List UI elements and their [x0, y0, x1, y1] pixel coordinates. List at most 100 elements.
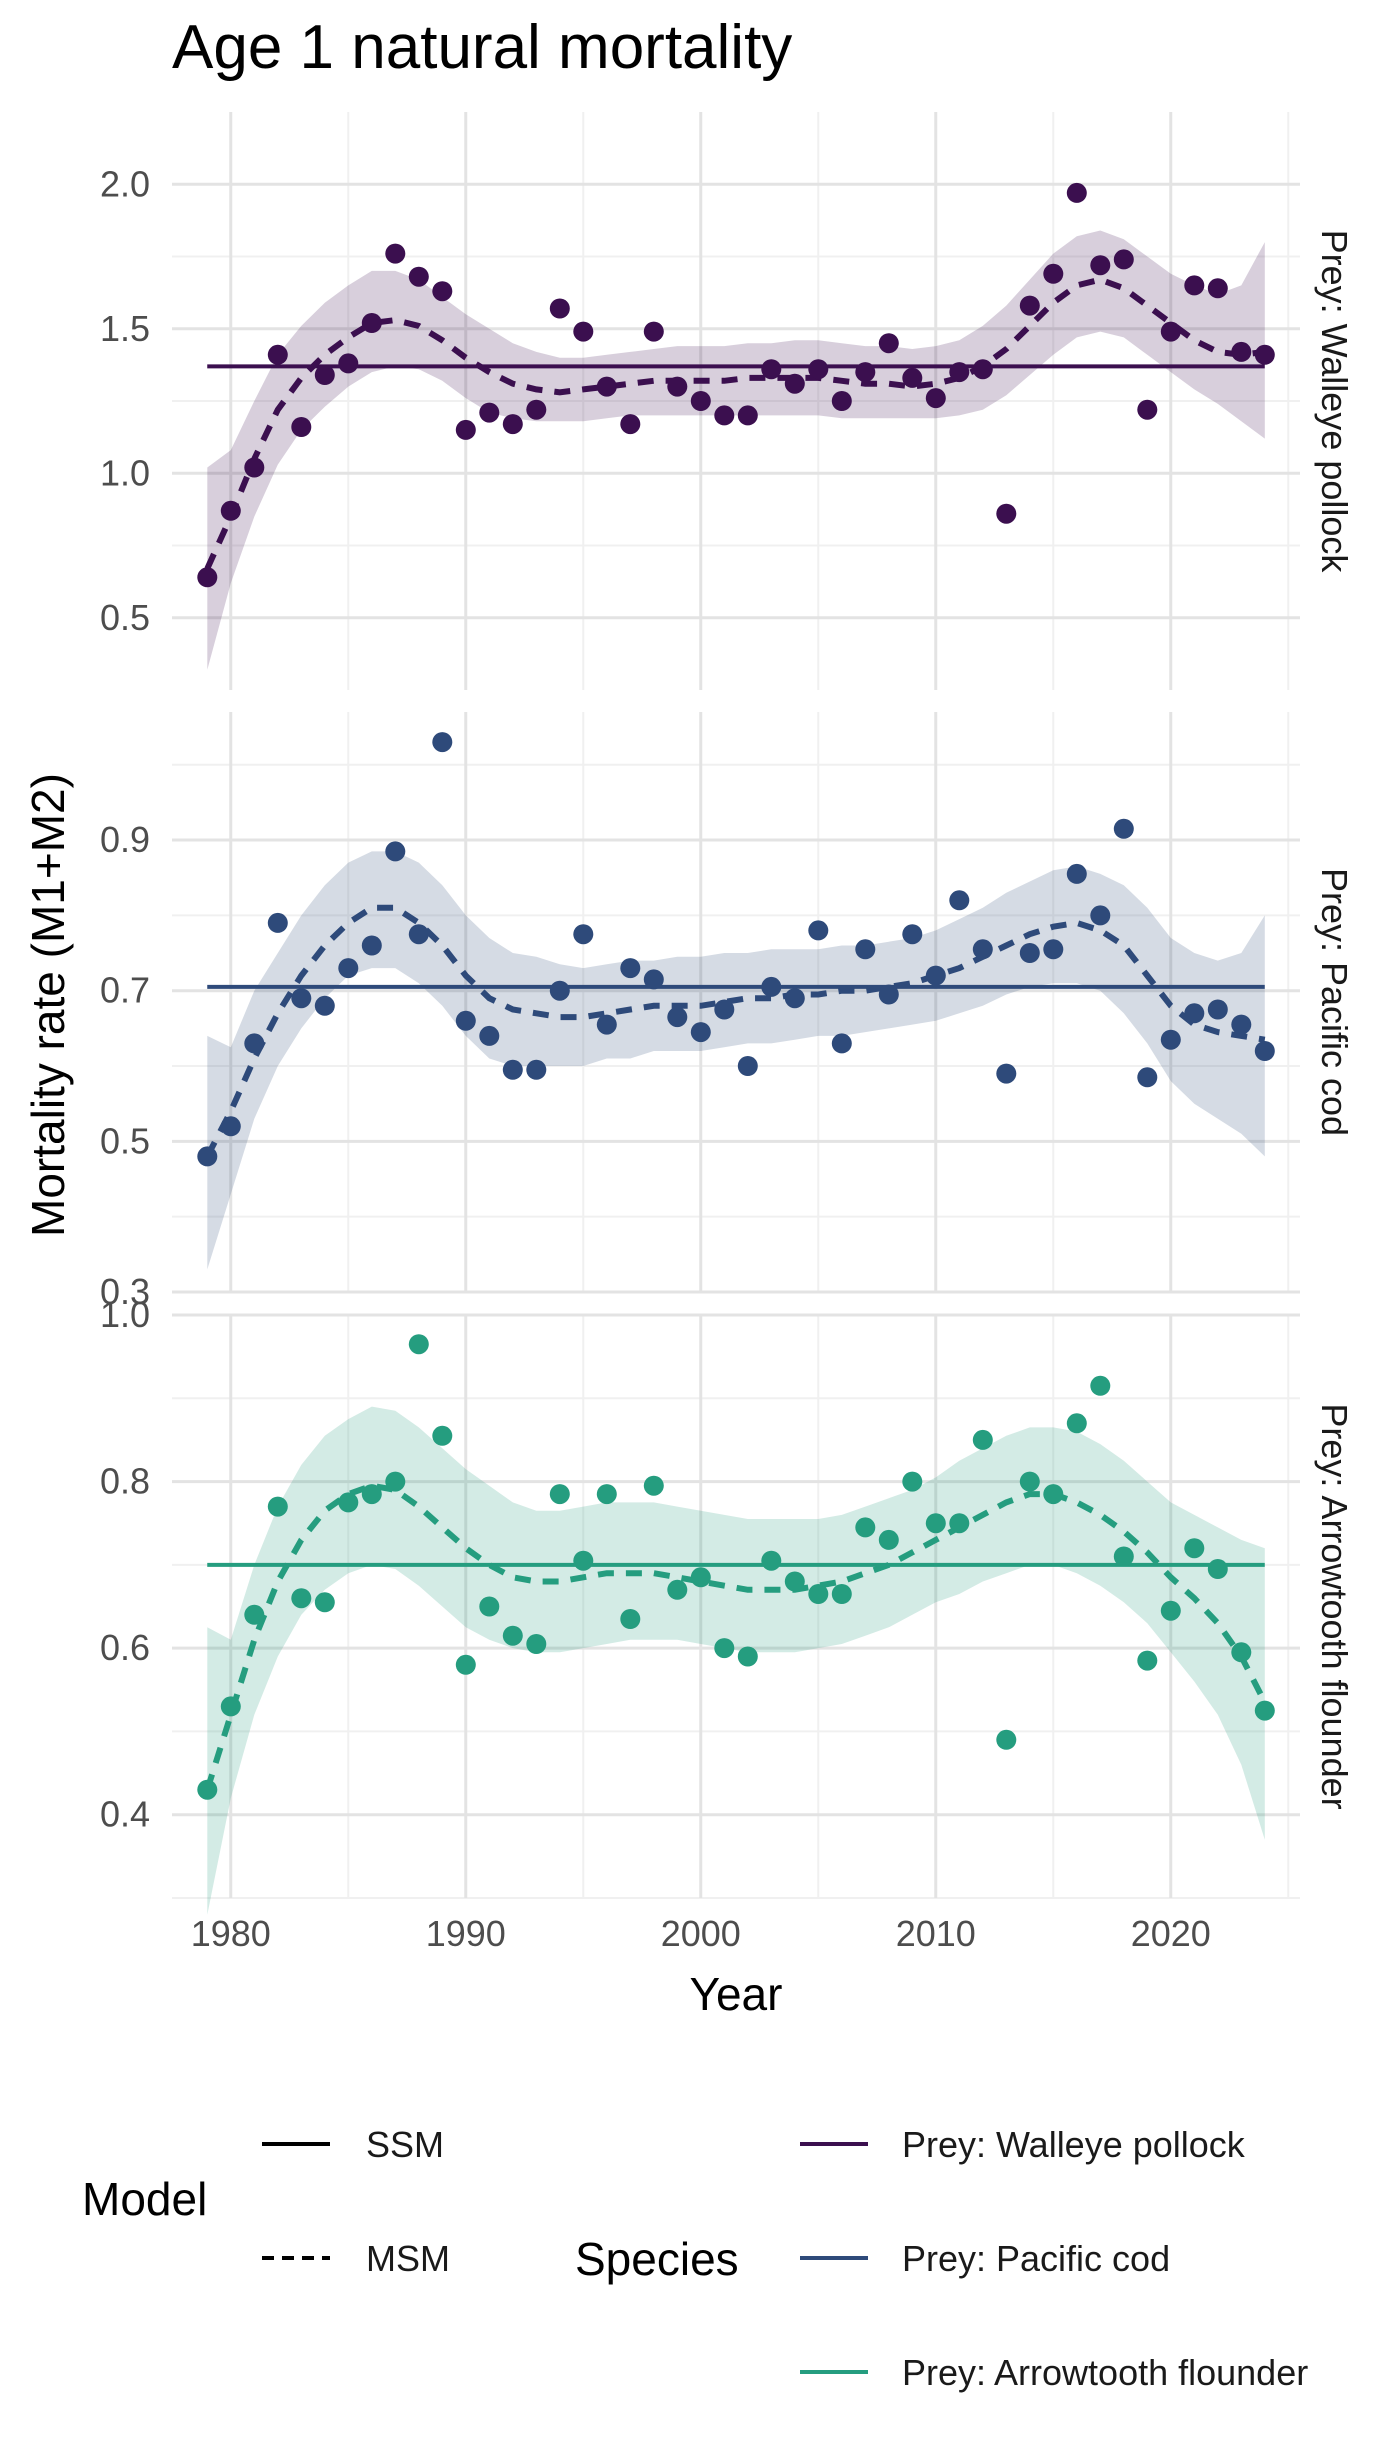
data-point [361, 935, 382, 956]
y-tick-label: 0.5 [100, 597, 150, 638]
data-point [479, 1025, 500, 1046]
data-point [643, 321, 664, 342]
data-point [690, 1022, 711, 1043]
data-point [808, 920, 829, 941]
data-point [361, 313, 382, 333]
data-point [596, 376, 617, 397]
data-point [1113, 249, 1134, 270]
data-point [667, 376, 688, 397]
data-point [1019, 1471, 1040, 1492]
data-point [220, 500, 241, 521]
data-point [408, 1334, 429, 1355]
y-tick-label: 0.7 [100, 970, 150, 1011]
msm-line [204, 276, 1266, 570]
data-point [1231, 1014, 1252, 1035]
data-point [831, 1033, 852, 1054]
data-point [1254, 1041, 1275, 1061]
data-point [1019, 295, 1040, 316]
data-point [455, 1010, 476, 1031]
data-point [972, 359, 993, 380]
data-point [949, 890, 970, 911]
data-point [831, 1584, 852, 1604]
legend-label-ssm: SSM [366, 2124, 444, 2165]
data-point [502, 1059, 523, 1080]
data-point [479, 1596, 500, 1617]
x-axis-tick-labels: 1980 1990 2000 2010 2020 [191, 1913, 1211, 1954]
data-point [526, 1634, 547, 1654]
data-point [1090, 905, 1111, 926]
facet-strip-label: Prey: Pacific cod [1314, 868, 1355, 1136]
data-point [385, 841, 406, 862]
data-point [220, 1116, 241, 1137]
panel-walleye-pollock: 0.5 1.0 1.5 2.0 Prey: Walleye pollock [100, 112, 1355, 690]
data-point [479, 402, 500, 423]
data-point [925, 1513, 946, 1534]
data-point [1113, 818, 1134, 839]
data-point [643, 969, 664, 990]
data-point [573, 1550, 594, 1571]
y-tick-label: 0.3 [100, 1271, 150, 1312]
data-point [996, 1729, 1017, 1750]
legend-species-items: Prey: Walleye pollock Prey: Pacific cod Pr… [800, 2124, 1308, 2393]
data-point [949, 362, 970, 383]
data-point [314, 995, 335, 1016]
data-point [291, 1588, 312, 1609]
data-point [949, 1513, 970, 1534]
legend-species-title: Species [575, 2233, 739, 2285]
data-point [1090, 1375, 1111, 1396]
data-point [737, 405, 758, 426]
data-point [878, 333, 899, 354]
y-tick-label: 1.0 [100, 1294, 150, 1335]
data-point [1160, 1600, 1181, 1621]
data-point [761, 359, 782, 380]
data-point [385, 243, 406, 264]
legend-model-title: Model [82, 2173, 207, 2225]
data-point [902, 1471, 923, 1492]
data-point [972, 1429, 993, 1450]
data-point [714, 999, 735, 1020]
data-point [1019, 943, 1040, 963]
data-point [338, 958, 359, 979]
data-point [526, 1059, 547, 1080]
data-point [690, 1567, 711, 1588]
data-point [267, 344, 288, 365]
data-point [831, 391, 852, 411]
data-point [784, 373, 805, 394]
data-point [432, 1425, 453, 1446]
data-point [197, 567, 218, 588]
data-point [1090, 255, 1111, 276]
data-point [1231, 341, 1252, 362]
data-point [1207, 1559, 1228, 1579]
data-point [808, 1584, 829, 1604]
data-point [878, 984, 899, 1005]
msm-line [204, 1482, 1268, 1791]
data-point [714, 405, 735, 426]
data-point [1231, 1642, 1252, 1663]
data-point [455, 1654, 476, 1675]
legend-label-pacific-cod: Prey: Pacific cod [902, 2238, 1170, 2279]
data-point [291, 988, 312, 1009]
y-tick-label: 0.6 [100, 1627, 150, 1668]
y-axis-title: Mortality rate (M1+M2) [22, 773, 74, 1237]
data-point [1113, 1546, 1134, 1567]
msm-confidence-ribbon [207, 1406, 1265, 1915]
data-point [784, 988, 805, 1009]
data-point [314, 365, 335, 385]
data-point [314, 1592, 335, 1613]
y-tick-label: 1.5 [100, 308, 150, 349]
data-point [1066, 182, 1087, 203]
data-point [1066, 1413, 1087, 1434]
data-point [361, 1484, 382, 1505]
data-point [220, 1696, 241, 1717]
legend-model-items: SSM MSM [262, 2124, 450, 2279]
data-point [549, 980, 570, 1001]
data-point [855, 939, 876, 960]
y-tick-label: 0.4 [100, 1794, 150, 1835]
x-tick-label: 1990 [426, 1913, 506, 1954]
chart-title: Age 1 natural mortality [172, 13, 792, 82]
data-point [878, 1529, 899, 1550]
data-point [855, 1517, 876, 1538]
data-point [1137, 1067, 1158, 1088]
